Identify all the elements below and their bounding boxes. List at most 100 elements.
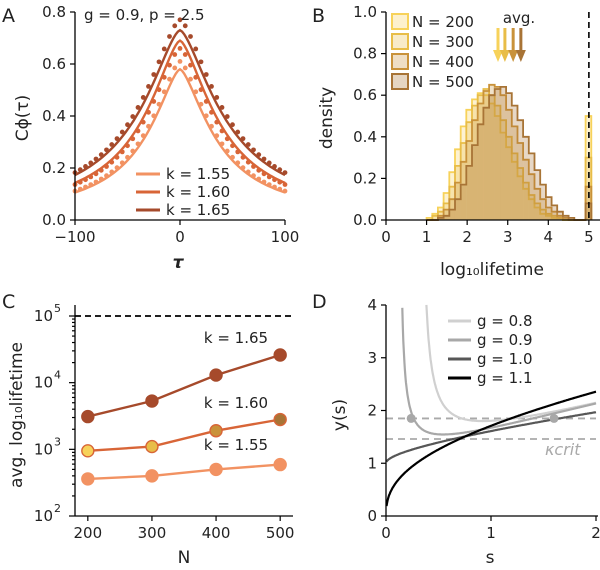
panel-b-avg-arrowhead bbox=[493, 50, 503, 62]
panel-c-point bbox=[273, 412, 287, 427]
panel-c-xtick-label: 200 bbox=[74, 524, 103, 542]
panel-a-dot bbox=[77, 179, 83, 185]
panel-b-bar bbox=[437, 217, 444, 220]
panel-b-bar bbox=[483, 88, 490, 221]
panel-b-legend-swatch bbox=[391, 33, 409, 50]
panel-b-bar bbox=[557, 217, 563, 220]
panel-b-xtick-label: 1 bbox=[422, 228, 432, 246]
panel-a-dot bbox=[261, 171, 267, 177]
panel-a-dot bbox=[198, 59, 204, 65]
panel-b-ytick-label: 0.6 bbox=[353, 86, 377, 104]
panel-a-curve-2 bbox=[74, 28, 286, 177]
panel-a-dot bbox=[235, 129, 241, 135]
panel-b-bar bbox=[551, 211, 558, 220]
panel-b-xtick-label: 5 bbox=[584, 228, 594, 246]
panel-b-bar bbox=[585, 203, 592, 220]
panel-a-dot bbox=[230, 143, 235, 149]
panel-a-dot bbox=[193, 74, 199, 80]
panel-a-dot bbox=[119, 129, 125, 135]
panel-c-ytick-label: 10 bbox=[34, 440, 53, 458]
panel-a-legend-label: k = 1.60 bbox=[166, 183, 230, 201]
panel-a-xlabel: τ bbox=[173, 253, 185, 273]
panel-a-dot bbox=[245, 169, 251, 175]
panel-a-dot bbox=[214, 133, 220, 139]
panel-a-dot bbox=[245, 142, 251, 147]
panel-b-ytick-label: 0.8 bbox=[353, 45, 377, 63]
panel-b-bar bbox=[500, 132, 507, 220]
panel-a-dot bbox=[224, 148, 230, 154]
panel-b-bar bbox=[551, 215, 558, 220]
panel-b-bar bbox=[466, 122, 473, 220]
panel-a-dot bbox=[198, 101, 204, 107]
panel-c-xlabel: N bbox=[178, 548, 191, 568]
panel-a-dot bbox=[245, 159, 251, 165]
panel-b-bar bbox=[528, 199, 535, 220]
panel-b-bar bbox=[494, 105, 501, 220]
panel-a-dot bbox=[135, 128, 141, 134]
panel-a-dot bbox=[277, 186, 283, 192]
panel-b-bar bbox=[443, 203, 450, 220]
panel-b-histogram-outline-3 bbox=[426, 86, 593, 221]
panel-c-ytick-label: 10 bbox=[34, 507, 53, 525]
panel-a-dot bbox=[88, 160, 94, 166]
panel-d-xtick-label: 0 bbox=[381, 524, 391, 542]
panel-d-legend-label: g = 0.9 bbox=[477, 331, 532, 349]
panel-b-bar bbox=[540, 184, 546, 220]
panel-c-point bbox=[145, 469, 159, 483]
panel-b-bar bbox=[562, 217, 569, 220]
panel-a-ylabel: Cϕ(τ) bbox=[13, 95, 33, 142]
panel-a-dot bbox=[98, 152, 104, 158]
panel-c-point bbox=[145, 394, 159, 408]
panel-b-bar bbox=[489, 95, 495, 220]
panel-b-bar bbox=[523, 188, 529, 220]
panel-a-dot bbox=[240, 154, 246, 160]
panel-b-bar bbox=[460, 161, 467, 220]
panel-b-bar bbox=[540, 213, 546, 220]
panel-a-dot bbox=[209, 84, 214, 89]
panel-c-plot-area: k = 1.55 k = 1.60 k = 1.65 bbox=[75, 315, 293, 486]
panel-b-bar bbox=[511, 161, 518, 220]
panel-a-dot bbox=[182, 23, 188, 29]
panel-a-dot bbox=[240, 165, 246, 171]
panel-d-ytick-label: 3 bbox=[367, 349, 377, 367]
panel-d-legend-label: g = 1.1 bbox=[477, 369, 532, 387]
panel-d-ticks: 0 1 2 0 1 2 3 4 bbox=[367, 296, 600, 542]
panel-a-dot bbox=[146, 84, 151, 89]
panel-a-dot bbox=[240, 136, 246, 142]
panel-b-bar bbox=[551, 205, 558, 220]
panel-b-bar bbox=[466, 140, 473, 220]
panel-b-bar bbox=[545, 197, 552, 220]
panel-b-bar bbox=[472, 105, 478, 220]
panel-a-dot bbox=[251, 173, 256, 179]
panel-a-dot bbox=[172, 52, 178, 57]
panel-a-dot bbox=[104, 173, 109, 179]
panel-b-bar bbox=[483, 91, 490, 220]
panel-a-dot bbox=[98, 176, 104, 182]
panel-b-avg-arrowhead bbox=[515, 50, 526, 62]
panel-c-point bbox=[273, 457, 287, 472]
panel-a-dot bbox=[277, 167, 283, 173]
panel-a-dot bbox=[272, 184, 277, 190]
panel-a-curve-0 bbox=[74, 67, 286, 194]
panel-b-bar bbox=[432, 213, 438, 220]
panel-a-annotation: g = 0.9, p = 2.5 bbox=[84, 6, 205, 24]
panel-d-legend: g = 0.8g = 0.9g = 1.0g = 1.1 bbox=[448, 312, 532, 387]
panel-b-bar bbox=[494, 86, 501, 220]
panel-b-bar bbox=[528, 153, 535, 220]
panel-a-dot bbox=[151, 72, 157, 77]
panel-b-bar bbox=[545, 213, 552, 220]
panel-a-dot bbox=[135, 105, 141, 110]
panel-a-dot bbox=[98, 167, 104, 173]
panel-b-bar bbox=[494, 88, 501, 221]
panel-b-bar bbox=[534, 203, 541, 220]
panel-a-dot bbox=[146, 123, 151, 129]
panel-a-dot bbox=[282, 188, 288, 194]
panel-b-ytick-label: 0.4 bbox=[353, 128, 377, 146]
panel-b-bar bbox=[506, 93, 512, 220]
panel-c-line-0 bbox=[87, 463, 281, 481]
panel-b-bar bbox=[557, 211, 563, 220]
panel-a-dot bbox=[83, 177, 88, 183]
panel-a-dot bbox=[130, 114, 136, 119]
panel-a-dot bbox=[251, 147, 256, 153]
panel-c-series-label: k = 1.55 bbox=[204, 436, 268, 454]
